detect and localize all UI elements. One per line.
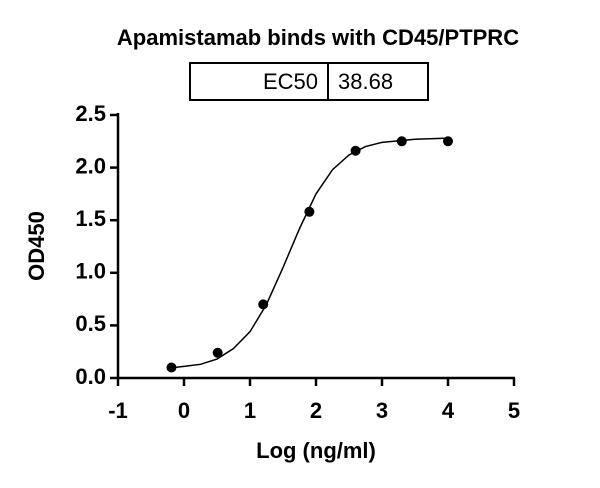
data-point xyxy=(212,347,223,358)
x-axis-label: Log (ng/ml) xyxy=(256,438,376,463)
y-tick-label: 2.5 xyxy=(75,101,106,126)
x-tick-label: 0 xyxy=(178,398,190,423)
y-tick-label: 1.0 xyxy=(75,259,106,284)
x-tick-label: 3 xyxy=(376,398,388,423)
ec50-value: 38.68 xyxy=(338,69,393,94)
y-axis-label: OD450 xyxy=(24,211,49,281)
ec50-label: EC50 xyxy=(263,69,318,94)
data-point xyxy=(350,145,361,156)
data-point xyxy=(258,299,269,310)
y-tick-label: 1.5 xyxy=(75,206,106,231)
data-point xyxy=(396,136,407,147)
ec50-box xyxy=(189,62,429,101)
x-tick-label: 5 xyxy=(508,398,520,423)
y-tick-label: 2.0 xyxy=(75,153,106,178)
data-point xyxy=(443,136,453,147)
y-tick-label: 0.5 xyxy=(75,311,106,336)
data-point xyxy=(166,362,177,373)
x-tick-label: 2 xyxy=(310,398,322,423)
x-tick-label: 1 xyxy=(244,398,256,423)
x-tick-label: -1 xyxy=(108,398,128,423)
chart-title: Apamistamab binds with CD45/PTPRC xyxy=(117,25,519,50)
x-tick-label: 4 xyxy=(442,398,455,423)
data-point xyxy=(304,206,315,217)
fit-curve xyxy=(170,137,449,369)
y-tick-label: 0.0 xyxy=(75,364,106,389)
